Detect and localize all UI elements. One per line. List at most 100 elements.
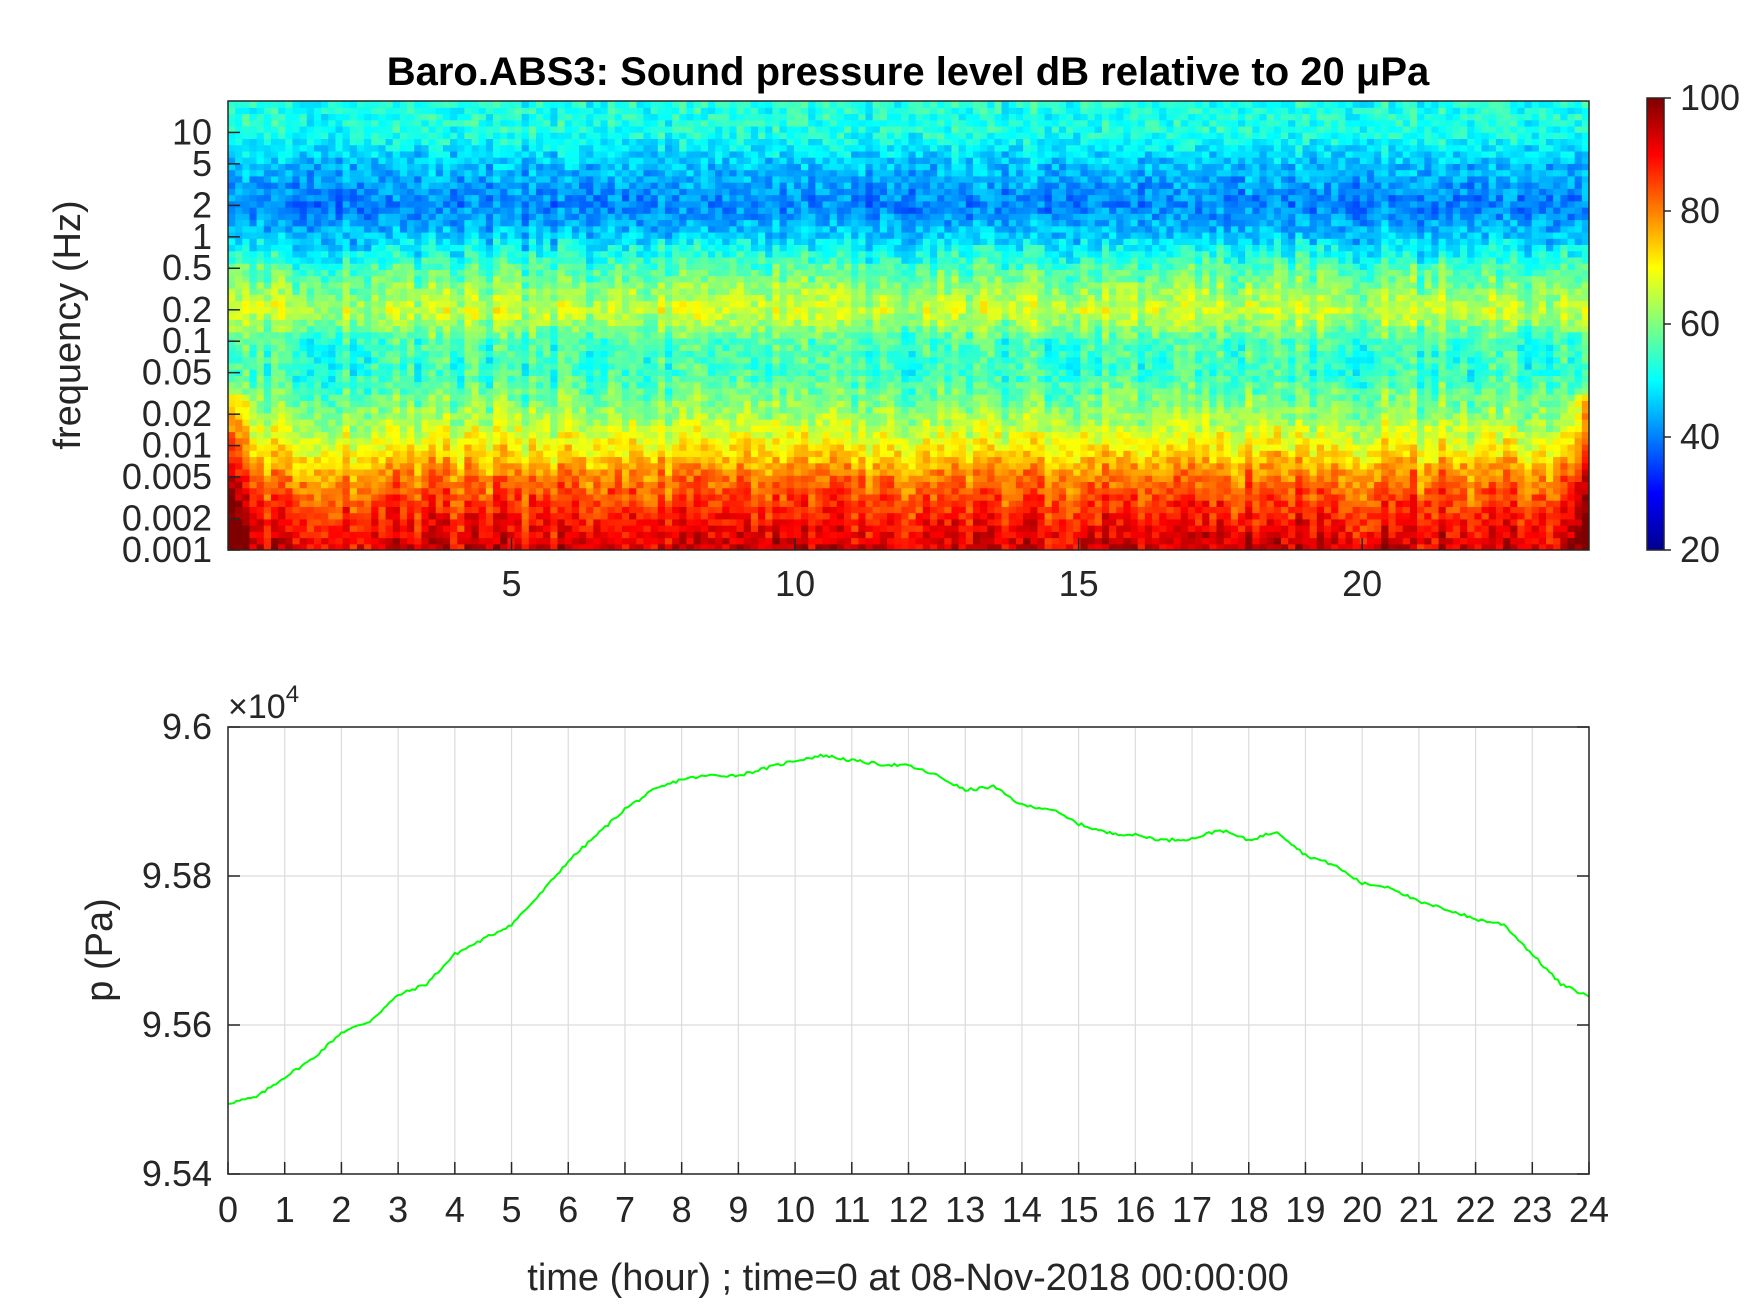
heatmap-cell <box>550 232 558 239</box>
heatmap-cell <box>249 176 257 183</box>
heatmap-cell <box>658 350 666 357</box>
heatmap-cell <box>393 344 401 351</box>
heatmap-cell <box>686 288 694 295</box>
heatmap-cell <box>622 450 630 457</box>
heatmap-cell <box>235 500 243 507</box>
heatmap-cell <box>257 319 265 326</box>
heatmap-cell <box>529 176 537 183</box>
heatmap-cell <box>536 407 544 414</box>
heatmap-cell <box>271 419 279 426</box>
heatmap-cell <box>414 538 422 545</box>
heatmap-cell <box>550 494 558 501</box>
heatmap-cell <box>622 525 630 532</box>
heatmap-cell <box>722 513 730 520</box>
heatmap-cell <box>686 413 694 420</box>
heatmap-cell <box>622 350 630 357</box>
heatmap-cell <box>558 494 566 501</box>
heatmap-cell <box>292 101 300 108</box>
heatmap-cell <box>292 506 300 513</box>
heatmap-cell <box>307 294 315 301</box>
heatmap-cell <box>400 120 408 127</box>
heatmap-cell <box>357 288 365 295</box>
heatmap-cell <box>550 400 558 407</box>
heatmap-cell <box>701 519 709 526</box>
heatmap-cell <box>264 170 272 177</box>
heatmap-cell <box>450 494 458 501</box>
heatmap-cell <box>257 269 265 276</box>
heatmap-cell <box>558 369 566 376</box>
heatmap-cell <box>579 294 587 301</box>
heatmap-cell <box>371 257 379 264</box>
heatmap-cell <box>536 201 544 208</box>
heatmap-cell <box>694 226 702 233</box>
heatmap-cell <box>307 407 315 414</box>
heatmap-cell <box>285 201 293 208</box>
heatmap-cell <box>479 238 487 245</box>
heatmap-cell <box>701 226 709 233</box>
heatmap-cell <box>292 182 300 189</box>
heatmap-cell <box>393 438 401 445</box>
heatmap-cell <box>672 244 680 251</box>
heatmap-cell <box>694 531 702 538</box>
heatmap-cell <box>636 450 644 457</box>
heatmap-cell <box>579 195 587 202</box>
heatmap-cell <box>600 232 608 239</box>
heatmap-cell <box>558 257 566 264</box>
heatmap-cell <box>701 326 709 333</box>
heatmap-cell <box>371 488 379 495</box>
heatmap-cell <box>436 244 444 251</box>
heatmap-cell <box>443 538 451 545</box>
heatmap-cell <box>343 226 351 233</box>
heatmap-cell <box>722 413 730 420</box>
heatmap-cell <box>536 319 544 326</box>
heatmap-cell <box>386 226 394 233</box>
heatmap-cell <box>400 207 408 214</box>
heatmap-cell <box>314 251 322 258</box>
heatmap-cell <box>335 232 343 239</box>
heatmap-cell <box>679 126 687 133</box>
heatmap-cell <box>479 294 487 301</box>
heatmap-cell <box>679 213 687 220</box>
heatmap-cell <box>307 413 315 420</box>
heatmap-cell <box>643 151 651 158</box>
heatmap-cell <box>536 107 544 114</box>
heatmap-cell <box>421 456 429 463</box>
heatmap-cell <box>378 263 386 270</box>
heatmap-cell <box>335 519 343 526</box>
heatmap-cell <box>558 269 566 276</box>
heatmap-cell <box>608 382 616 389</box>
heatmap-cell <box>393 170 401 177</box>
heatmap-cell <box>600 500 608 507</box>
heatmap-cell <box>608 344 616 351</box>
heatmap-cell <box>407 438 415 445</box>
heatmap-cell <box>436 307 444 314</box>
heatmap-cell <box>400 419 408 426</box>
heatmap-cell <box>701 120 709 127</box>
heatmap-cell <box>543 407 551 414</box>
heatmap-cell <box>343 157 351 164</box>
heatmap-cell <box>457 120 465 127</box>
heatmap-cell <box>450 425 458 432</box>
heatmap-cell <box>249 344 257 351</box>
heatmap-cell <box>343 525 351 532</box>
heatmap-cell <box>378 113 386 120</box>
heatmap-cell <box>701 282 709 289</box>
heatmap-cell <box>285 513 293 520</box>
heatmap-cell <box>608 288 616 295</box>
heatmap-cell <box>550 307 558 314</box>
heatmap-cell <box>651 413 659 420</box>
heatmap-cell <box>407 226 415 233</box>
heatmap-cell <box>500 176 508 183</box>
heatmap-cell <box>536 120 544 127</box>
heatmap-cell <box>307 113 315 120</box>
heatmap-cell <box>249 238 257 245</box>
heatmap-cell <box>278 163 286 170</box>
heatmap-cell <box>271 438 279 445</box>
heatmap-cell <box>278 332 286 339</box>
heatmap-cell <box>328 363 336 370</box>
heatmap-cell <box>464 363 472 370</box>
heatmap-cell <box>364 207 372 214</box>
heatmap-cell <box>364 394 372 401</box>
heatmap-cell <box>686 432 694 439</box>
heatmap-cell <box>565 538 573 545</box>
